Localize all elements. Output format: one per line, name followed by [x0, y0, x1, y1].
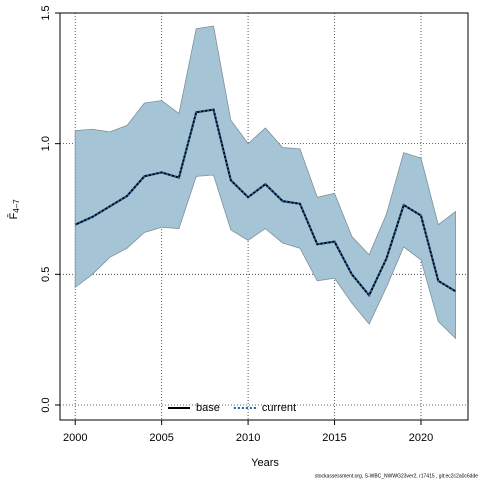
- y-axis-label: F̄: [7, 212, 20, 219]
- legend-label: current: [262, 402, 296, 414]
- x-tick-label: 2005: [149, 432, 173, 444]
- y-tick-label: 0.0: [40, 397, 52, 412]
- series-line: [74, 108, 457, 298]
- footnote: stockassessment.org, S-WBC_NWWG23ver2, r…: [315, 473, 478, 479]
- y-axis-label-sub: 4–7: [12, 199, 21, 213]
- x-tick-label: 2010: [236, 432, 260, 444]
- x-tick-label: 2015: [322, 432, 346, 444]
- confidence-band: [74, 25, 456, 340]
- y-tick-label: 1.0: [40, 136, 52, 151]
- x-tick-label: 2000: [63, 432, 87, 444]
- x-tick-label: 2020: [409, 432, 433, 444]
- plot-frame: [59, 12, 469, 421]
- y-tick-label: 1.5: [40, 5, 52, 20]
- y-tick-label: 0.5: [40, 267, 52, 282]
- x-axis-label: Years: [251, 457, 279, 469]
- legend-label: base: [196, 402, 220, 414]
